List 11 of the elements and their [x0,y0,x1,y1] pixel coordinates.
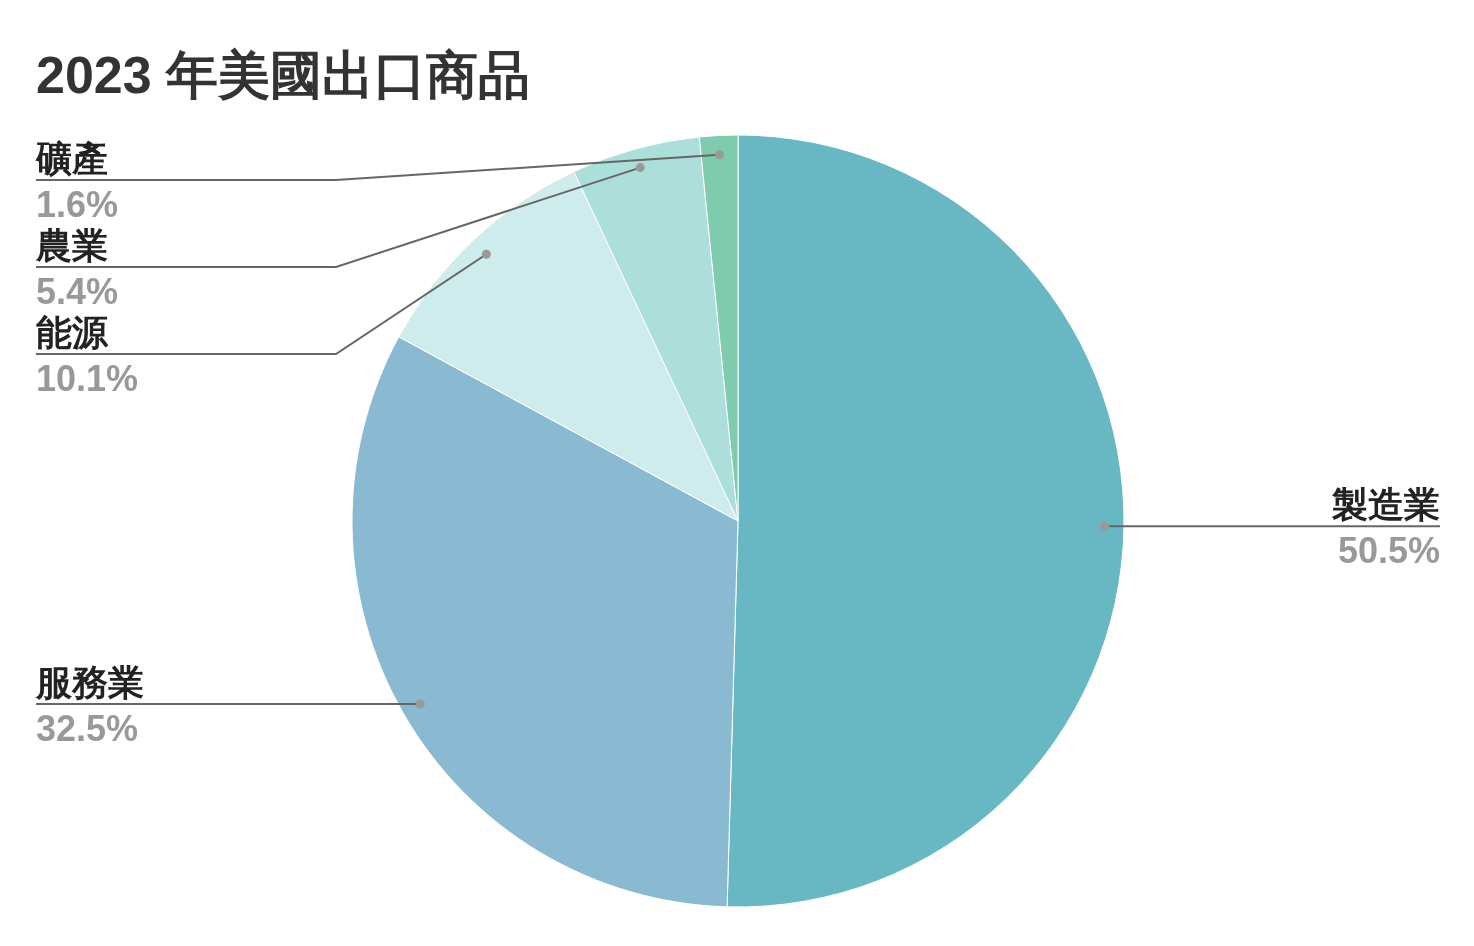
data-label: 5.4% [36,271,119,312]
slice-label: 服務業 [35,662,144,704]
chart-title: 2023 年美國出口商品 [36,46,531,104]
data-label: 50.5% [1337,530,1440,572]
slice-label: 農業 [35,225,108,266]
slice-label: 能源 [36,312,109,353]
data-label: 1.6% [36,184,119,225]
data-label: 32.5% [36,708,139,750]
slice-label: 製造業 [1331,484,1440,526]
data-label: 10.1% [36,358,139,399]
slice-label: 礦產 [35,138,108,179]
